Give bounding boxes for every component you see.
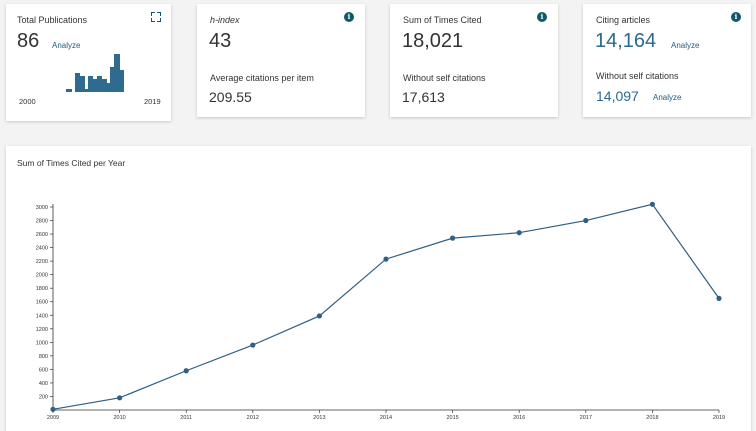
analyze-citing-self-link[interactable]: Analyze (653, 93, 682, 102)
times-cited-label: Sum of Times Cited (403, 15, 482, 25)
citing-articles-value[interactable]: 14,164 (595, 30, 657, 52)
times-cited-value: 18,021 (402, 30, 464, 52)
h-index-card: h-index i 43 Average citations per item … (197, 4, 365, 117)
mini-chart-start-year: 2000 (19, 97, 36, 106)
mini-chart-bar (66, 88, 72, 92)
citing-articles-label: Citing articles (596, 15, 651, 25)
expand-icon[interactable] (151, 12, 161, 22)
mini-chart-end-year: 2019 (144, 97, 161, 106)
total-publications-value: 86 (17, 30, 40, 52)
mini-chart-bar (118, 69, 125, 92)
total-publications-card: Total Publications 86 Analyze 2000 2019 (6, 4, 171, 121)
average-citations-label: Average citations per item (210, 73, 314, 83)
citing-self-value[interactable]: 14,097 (596, 88, 639, 104)
mini-chart-bar (87, 76, 94, 92)
times-cited-self-value: 17,613 (402, 89, 445, 105)
mini-chart-bar (74, 73, 81, 92)
mini-chart-bar (109, 66, 116, 92)
mini-chart-bar (83, 88, 90, 92)
times-cited-card: Sum of Times Cited i 18,021 Without self… (390, 4, 558, 117)
h-index-label: h-index (210, 15, 240, 25)
mini-chart-bar (96, 76, 103, 92)
publications-mini-chart (66, 48, 161, 92)
mini-chart-bar (79, 76, 85, 92)
h-index-info-icon[interactable]: i (344, 12, 354, 22)
mini-chart-bar (105, 82, 111, 92)
average-citations-value: 209.55 (209, 89, 252, 105)
h-index-value: 43 (209, 30, 232, 52)
mini-chart-bar (114, 54, 120, 92)
times-cited-info-icon[interactable]: i (537, 12, 547, 22)
times-cited-self-label: Without self citations (403, 73, 486, 83)
citing-articles-info-icon[interactable]: i (731, 12, 741, 22)
mini-chart-bar (101, 79, 107, 92)
citing-self-label: Without self citations (596, 71, 679, 81)
total-publications-label: Total Publications (17, 15, 88, 25)
citing-articles-card: Citing articles i 14,164 Analyze Without… (583, 4, 751, 117)
analyze-citing-link[interactable]: Analyze (671, 41, 700, 50)
chart-title: Sum of Times Cited per Year (17, 158, 126, 168)
mini-chart-bar (92, 79, 98, 92)
analyze-publications-link[interactable]: Analyze (52, 41, 81, 50)
times-cited-per-year-card: Sum of Times Cited per Year (6, 146, 751, 431)
